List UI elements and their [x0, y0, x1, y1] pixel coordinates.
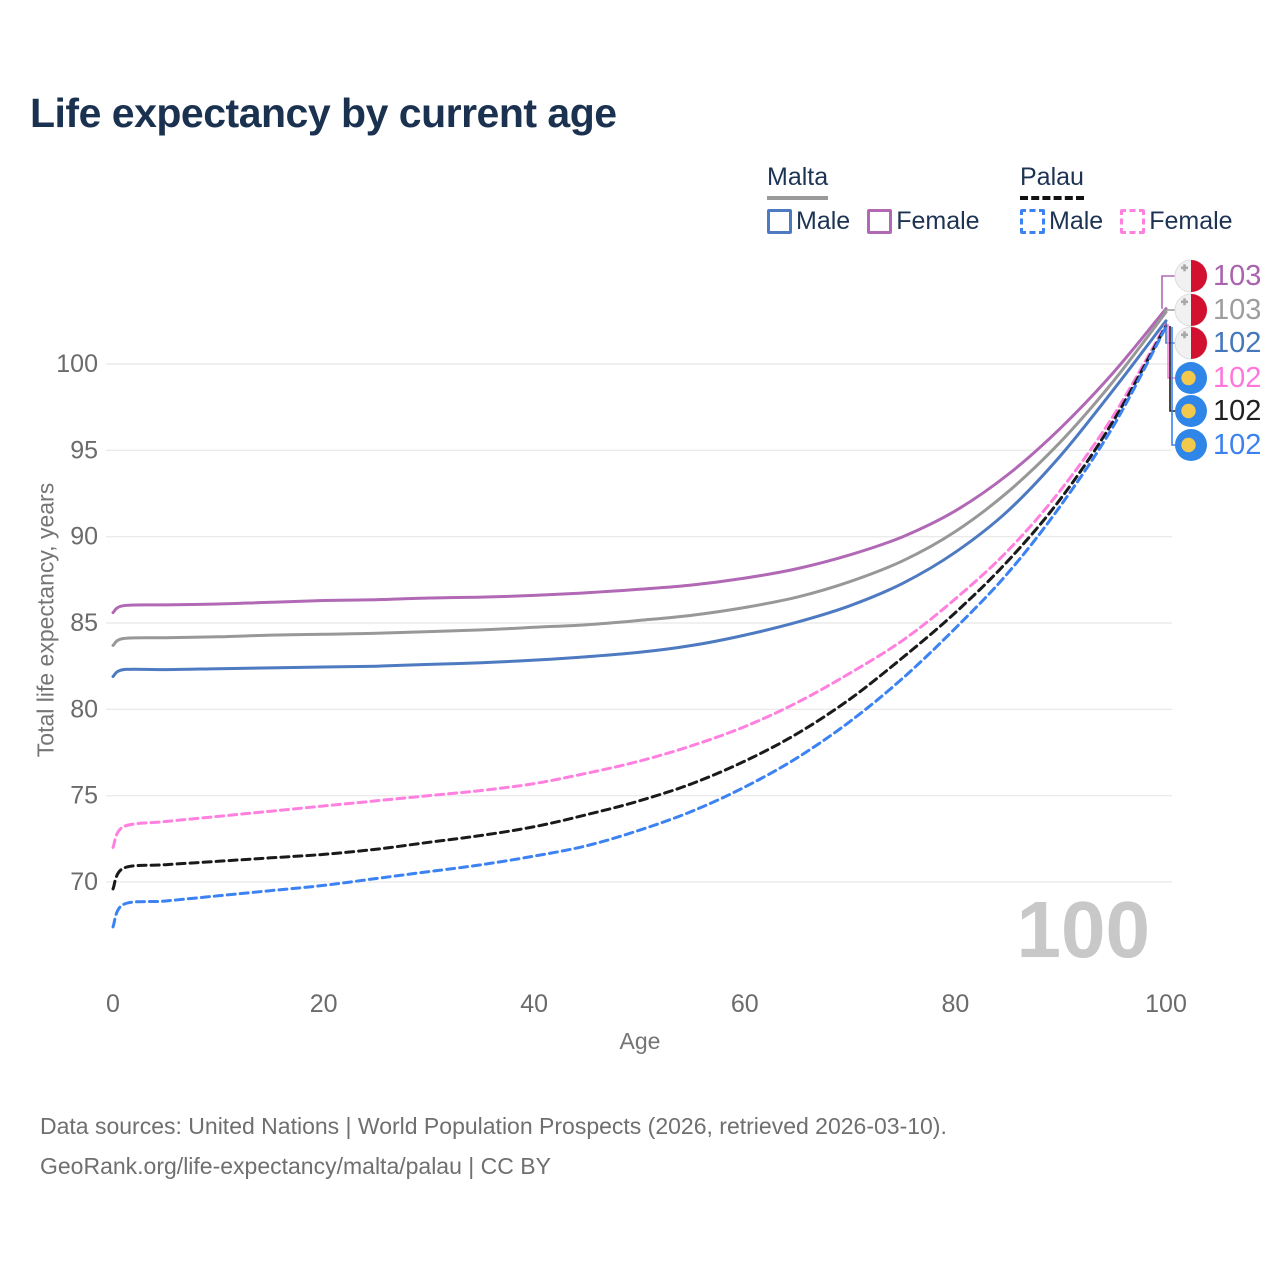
gridlines: [106, 363, 1172, 883]
leader-line-palau-male: [1171, 326, 1176, 446]
x-tick-label-20: 20: [310, 990, 338, 1018]
malta-female-swatch-icon: [867, 209, 893, 234]
flag-icon-palau: [1175, 429, 1207, 461]
x-tick-label-60: 60: [731, 990, 759, 1018]
flag-icon-palau: [1175, 395, 1207, 427]
end-label-palau: 102: [1213, 395, 1261, 427]
y-tick-label-70: 70: [70, 868, 98, 896]
page-title: Life expectancy by current age: [30, 90, 617, 136]
end-label-malta-female: 103: [1213, 260, 1261, 292]
x-tick-label-40: 40: [520, 990, 548, 1018]
x-tick-label-80: 80: [941, 990, 969, 1018]
y-tick-label-85: 85: [70, 609, 98, 637]
current-age-watermark: 100: [1017, 885, 1150, 974]
leader-lines: [1161, 275, 1176, 446]
y-tick-label-80: 80: [70, 695, 98, 723]
series-line-palau-female[interactable]: [111, 322, 1168, 849]
series-line-palau-male[interactable]: [111, 325, 1168, 929]
legend-item-malta-female[interactable]: Female: [867, 207, 980, 236]
x-tick-label-100: 100: [1145, 990, 1187, 1018]
x-tick-label-0: 0: [106, 990, 120, 1018]
legend-label-palau-male: Male: [1049, 207, 1104, 235]
legend-item-palau-female[interactable]: Female: [1120, 207, 1233, 236]
footer: Data sources: United Nations | World Pop…: [40, 1106, 947, 1186]
series-lines: [111, 307, 1168, 929]
legend-label-palau-female: Female: [1149, 207, 1233, 235]
footer-attribution: GeoRank.org/life-expectancy/malta/palau …: [40, 1153, 551, 1179]
series-line-malta-female[interactable]: [111, 307, 1168, 615]
flag-icon-palau: [1175, 362, 1207, 394]
leader-line-palau: [1169, 326, 1176, 412]
legend-item-malta-male[interactable]: Male: [767, 207, 850, 236]
legend-label-malta-male: Male: [796, 207, 851, 235]
legend-title-malta: Malta: [767, 163, 829, 200]
leader-line-malta: [1163, 309, 1176, 313]
legend-label-malta-female: Female: [896, 207, 980, 235]
legend-group-malta: Malta Male Female: [767, 163, 980, 236]
end-label-malta: 103: [1213, 294, 1261, 326]
legend-group-palau: Palau Male Female: [1020, 163, 1233, 236]
legend-title-palau: Palau: [1020, 163, 1084, 200]
y-tick-label-75: 75: [70, 782, 98, 810]
series-line-palau[interactable]: [111, 324, 1168, 891]
palau-female-swatch-icon: [1120, 209, 1146, 234]
malta-male-swatch-icon: [767, 209, 792, 234]
flag-icon-malta: [1174, 259, 1208, 293]
flag-icon-malta: [1174, 293, 1208, 327]
y-tick-label-90: 90: [70, 523, 98, 551]
palau-male-swatch-icon: [1020, 209, 1045, 234]
end-label-malta-male: 102: [1213, 327, 1261, 359]
legend-item-palau-male[interactable]: Male: [1020, 207, 1103, 236]
flag-icon-malta: [1174, 326, 1208, 360]
y-tick-label-100: 100: [56, 350, 98, 378]
x-axis-title: Age: [619, 1028, 661, 1054]
y-axis-title: Total life expectancy, years: [32, 482, 59, 758]
y-tick-label-95: 95: [70, 436, 98, 464]
series-line-malta-male[interactable]: [111, 319, 1168, 678]
series-line-malta[interactable]: [111, 310, 1168, 647]
end-label-palau-female: 102: [1213, 362, 1261, 394]
footer-data-sources: Data sources: United Nations | World Pop…: [40, 1113, 947, 1139]
leader-line-malta-female: [1161, 275, 1176, 309]
flag-icons: [1174, 259, 1208, 461]
end-label-palau-male: 102: [1213, 429, 1261, 461]
leader-line-palau-female: [1167, 324, 1176, 379]
axis-tick-labels: 70 75 80 85 90 95 100 0 20 40 60 80 100: [56, 350, 1187, 1018]
